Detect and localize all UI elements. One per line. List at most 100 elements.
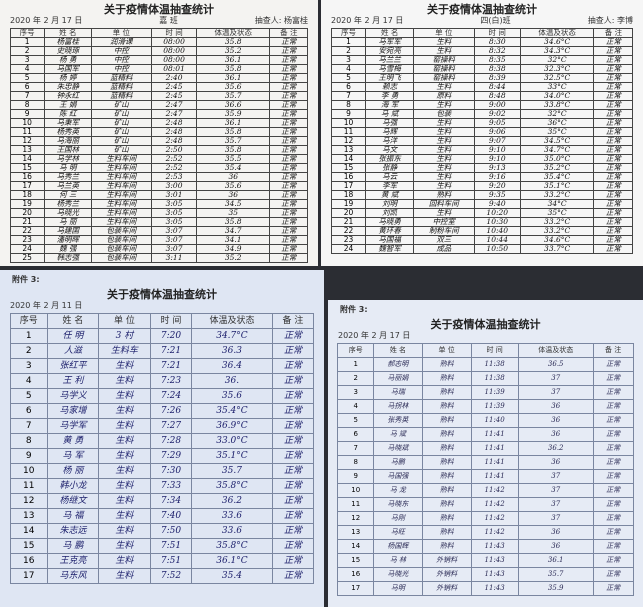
- table-row: 13 王国林 矿山 2:50 35.8 正常: [9, 145, 309, 155]
- table-cell: 成品: [412, 244, 475, 254]
- table-cell: 马家增: [46, 403, 100, 419]
- table-cell: 8:38: [473, 64, 521, 74]
- table-cell: 35.2°C: [519, 163, 595, 173]
- table-cell: 生料: [98, 568, 151, 584]
- table-cell: 33.6: [191, 508, 273, 524]
- table-cell: 15: [337, 553, 375, 568]
- column-header: 单 位: [412, 28, 475, 38]
- table-cell: 海 军: [365, 100, 414, 110]
- table-cell: 10: [330, 118, 367, 128]
- table-cell: 正常: [592, 539, 634, 554]
- table-cell: 16: [9, 172, 45, 182]
- table-cell: 11:42: [470, 511, 519, 526]
- table-cell: 9:35: [473, 190, 521, 200]
- table-cell: 35.4°C: [191, 403, 273, 419]
- table-cell: 正常: [269, 163, 309, 173]
- table-cell: 马 林: [373, 553, 423, 568]
- table-cell: 5: [9, 73, 45, 83]
- table-cell: 杨 丽: [46, 463, 100, 479]
- table-row: 1 马军军 生料 8:30 34.6°C 正常: [330, 37, 634, 47]
- table-row: 22 黄环春 制粉车间 10:40 33.2°C 正常: [330, 226, 634, 236]
- table-cell: 正常: [269, 37, 309, 47]
- table-cell: 正常: [593, 100, 634, 110]
- table-cell: 马海丽: [43, 136, 92, 146]
- table-cell: 正常: [271, 343, 315, 359]
- table-cell: 正常: [593, 136, 634, 146]
- table-cell: 蓝精料: [90, 82, 152, 92]
- table-cell: 矿山: [90, 118, 152, 128]
- column-header: 序号: [337, 343, 375, 358]
- table-cell: 8: [337, 455, 375, 470]
- table-cell: 35.6: [191, 388, 273, 404]
- table-cell: 35.4: [196, 163, 271, 173]
- table-cell: 正常: [269, 208, 309, 218]
- table-cell: 正常: [271, 358, 315, 374]
- table-cell: 7:27: [149, 418, 193, 434]
- table-cell: 17: [337, 581, 375, 596]
- table-cell: 2:47: [150, 109, 198, 119]
- table-row: 6 朱忠静 蓝精料 2:45 35.6 正常: [9, 82, 309, 92]
- table-cell: 35.2: [196, 253, 271, 263]
- table-row: 19 刘明 回料车间 9:40 34°C 正常: [330, 199, 634, 209]
- table-cell: 王明飞: [365, 73, 414, 83]
- table-cell: 正常: [592, 455, 634, 470]
- table-cell: 生料: [98, 403, 151, 419]
- table-cell: 12: [337, 511, 375, 526]
- table-cell: 生料: [98, 523, 151, 539]
- table-cell: 36.: [191, 373, 273, 389]
- table-cell: 3:07: [150, 244, 198, 254]
- table-cell: 正常: [592, 511, 634, 526]
- table-cell: 11: [9, 127, 45, 137]
- table-cell: 外销料: [421, 581, 472, 596]
- table-cell: 马雪梅: [365, 64, 414, 74]
- column-header: 体温及状态: [519, 28, 595, 38]
- table-cell: 37: [517, 511, 594, 526]
- table-cell: 生料: [98, 493, 151, 509]
- table-cell: 2:47: [150, 100, 198, 110]
- table-cell: 熟料: [421, 399, 472, 414]
- table-cell: 2:52: [150, 163, 198, 173]
- table-cell: 熟料: [421, 497, 472, 512]
- table-cell: 赖志: [365, 82, 414, 92]
- table-cell: 9: [9, 448, 48, 464]
- table-cell: 19: [330, 199, 367, 209]
- table-cell: 包装: [412, 109, 475, 119]
- table-row: 16 马晓光 外销料 11:43 35.7 正常: [337, 567, 634, 582]
- table-cell: 10:20: [473, 208, 521, 218]
- table-cell: 魏智军: [365, 244, 414, 254]
- table-cell: 马鹏: [373, 455, 423, 470]
- table-cell: 生料车间: [90, 199, 152, 209]
- table-cell: 12: [330, 136, 367, 146]
- table-cell: 32.5°C: [519, 73, 595, 83]
- table-cell: 正常: [271, 478, 315, 494]
- table-cell: 2: [9, 343, 48, 359]
- table-cell: 7:52: [149, 568, 193, 584]
- table-cell: 正常: [269, 46, 309, 56]
- table-cell: 郝志明: [373, 357, 423, 372]
- table-cell: 马 斌: [373, 427, 423, 442]
- table-cell: 马秉军: [43, 118, 92, 128]
- table-cell: 正常: [269, 127, 309, 137]
- table-cell: 制粉车间: [412, 226, 475, 236]
- table-cell: 32.3°C: [519, 64, 595, 74]
- table-cell: 正常: [592, 385, 634, 400]
- table-cell: 9:10: [473, 154, 521, 164]
- table-row: 2 安宛亮 生料 8:32 34.3°C 正常: [330, 46, 634, 56]
- table-cell: 25: [9, 253, 45, 263]
- table-cell: 15: [9, 538, 48, 554]
- table-cell: 双三: [412, 235, 475, 245]
- table-cell: 矿山: [90, 136, 152, 146]
- table-cell: 36.4: [191, 358, 273, 374]
- table-row: 23 潘明晖 包装车间 3:07 34.1 正常: [9, 235, 309, 245]
- table-cell: 3 村: [98, 328, 151, 344]
- table-cell: 37: [517, 371, 594, 386]
- table-cell: 杨 勇: [43, 55, 92, 65]
- table-cell: 11:42: [470, 483, 519, 498]
- table-cell: 马秀兰: [43, 172, 92, 182]
- table-row: 16 王克亮 生料 7:51 36.1°C 正常: [9, 553, 315, 569]
- table-cell: 7: [9, 418, 48, 434]
- table-cell: 王 娟: [43, 100, 92, 110]
